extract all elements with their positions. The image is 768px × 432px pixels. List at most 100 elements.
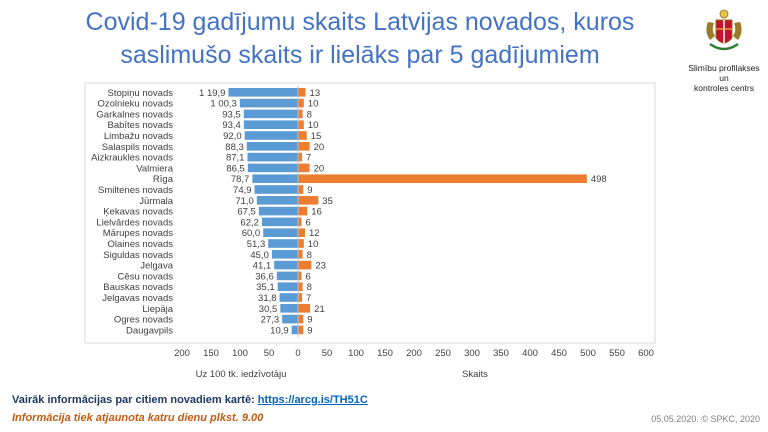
category-label: Olaines novads xyxy=(108,239,174,250)
data-label-right: 6 xyxy=(305,217,310,228)
data-label-left: 86,5 xyxy=(226,163,245,174)
bar-right xyxy=(298,282,303,291)
page-title: Covid-19 gadījumu skaits Latvijas novado… xyxy=(40,6,680,72)
data-label-left: 87,1 xyxy=(226,153,245,164)
bar-right xyxy=(298,271,302,281)
category-label: Stopiņu novads xyxy=(108,88,174,99)
tick-label-right: 450 xyxy=(551,348,567,359)
bar-left xyxy=(274,260,298,270)
data-label-left: 10,9 xyxy=(270,325,289,336)
bar-left xyxy=(239,98,298,108)
data-label-right: 16 xyxy=(311,207,322,218)
left-axis-title: Uz 100 tk. iedzīvotāju xyxy=(196,369,287,380)
tick-label-right: 250 xyxy=(435,348,451,359)
data-label-right: 7 xyxy=(306,293,311,304)
right-axis-title: Skaits xyxy=(462,369,488,380)
more-info-text: Vairāk informācijas par citiem novadiem … xyxy=(12,394,258,406)
tick-label-left: 200 xyxy=(174,348,190,359)
bar-right xyxy=(298,325,304,335)
bar-left xyxy=(247,163,298,173)
data-label-right: 498 xyxy=(591,174,607,185)
data-label-left: 30,5 xyxy=(259,304,278,315)
bar-right xyxy=(298,163,310,173)
tick-label-right: 200 xyxy=(406,348,422,359)
data-label-right: 6 xyxy=(305,271,310,282)
tick-label-right: 50 xyxy=(322,348,333,359)
bar-left xyxy=(271,250,298,259)
bar-left xyxy=(282,314,298,324)
category-label: Jūrmala xyxy=(139,196,174,207)
tick-label-left: 100 xyxy=(232,348,248,359)
category-label: Ķekavas novads xyxy=(103,207,173,218)
bar-right xyxy=(298,88,306,97)
category-label: Siguldas novads xyxy=(103,250,173,261)
data-label-left: 35,1 xyxy=(256,282,275,293)
data-label-right: 12 xyxy=(309,228,320,239)
plot-area xyxy=(84,82,656,344)
data-label-right: 8 xyxy=(307,250,312,261)
bar-right xyxy=(298,174,587,183)
data-label-right: 7 xyxy=(306,153,311,164)
bar-left xyxy=(256,196,298,205)
bar-left xyxy=(263,228,298,237)
category-label: Liepāja xyxy=(142,304,173,315)
tick-label-left: 150 xyxy=(203,348,219,359)
data-label-left: 92,0 xyxy=(223,131,242,142)
more-info-note: Vairāk informācijas par citiem novadiem … xyxy=(12,394,368,406)
data-label-right: 23 xyxy=(315,261,326,272)
bar-left xyxy=(277,282,298,291)
bar-left xyxy=(247,152,298,162)
data-label-right: 10 xyxy=(308,239,319,250)
bar-left xyxy=(243,120,298,129)
tick-label-right: 300 xyxy=(464,348,480,359)
category-label: Aizkraukles novads xyxy=(91,153,173,164)
data-label-right: 20 xyxy=(314,142,325,153)
bar-left xyxy=(246,142,298,151)
data-label-right: 21 xyxy=(314,304,325,315)
category-label: Lielvārdes novads xyxy=(96,217,173,228)
data-label-right: 8 xyxy=(307,282,312,293)
data-label-left: 60,0 xyxy=(242,228,261,239)
data-label-left: 1 19,9 xyxy=(199,88,225,99)
data-label-left: 45,0 xyxy=(250,250,269,261)
title-line-2: saslimušo skaits ir lielāks par 5 gadīju… xyxy=(120,41,600,69)
data-label-left: 88,3 xyxy=(225,142,244,153)
bar-right xyxy=(298,260,312,270)
logo-text-line-2: kontroles centrs xyxy=(694,83,754,93)
bar-left xyxy=(291,325,298,335)
data-label-left: 93,5 xyxy=(222,109,241,120)
data-label-left: 36,6 xyxy=(255,271,274,282)
bar-right xyxy=(298,217,302,227)
update-note: Informācija tiek atjaunota katru dienu p… xyxy=(12,412,264,424)
category-label: Salaspils novads xyxy=(102,142,174,153)
bar-right xyxy=(298,185,304,194)
map-link[interactable]: https://arcg.is/TH51C xyxy=(257,394,368,406)
bar-right xyxy=(298,206,308,216)
category-label: Ozolnieku novads xyxy=(97,99,173,110)
bar-right xyxy=(298,314,304,324)
data-label-left: 41,1 xyxy=(253,261,272,272)
category-label: Smiltenes novads xyxy=(98,185,173,196)
bar-right xyxy=(298,142,310,151)
data-label-left: 62,2 xyxy=(240,217,259,228)
category-label: Cēsu novads xyxy=(118,271,174,282)
tick-label-right: 400 xyxy=(522,348,538,359)
data-label-right: 10 xyxy=(308,120,319,131)
tick-label-right: 350 xyxy=(493,348,509,359)
category-label: Jelgava xyxy=(140,261,173,272)
tick-label-right: 100 xyxy=(348,348,364,359)
bar-right xyxy=(298,196,319,205)
category-label: Jelgavas novads xyxy=(102,293,173,304)
data-label-left: 31,8 xyxy=(258,293,277,304)
tick-label-left: 50 xyxy=(264,348,275,359)
data-label-right: 9 xyxy=(307,315,312,326)
category-label: Bauskas novads xyxy=(103,282,173,293)
date-copyright: 05.05.2020. © SPKC, 2020 xyxy=(651,414,760,424)
data-label-right: 8 xyxy=(307,109,312,120)
data-label-left: 67,5 xyxy=(237,207,256,218)
bar-right xyxy=(298,131,307,140)
bar-left xyxy=(268,239,298,248)
bar-right xyxy=(298,228,305,237)
bar-right xyxy=(298,120,304,129)
category-label: Rīga xyxy=(153,174,174,185)
